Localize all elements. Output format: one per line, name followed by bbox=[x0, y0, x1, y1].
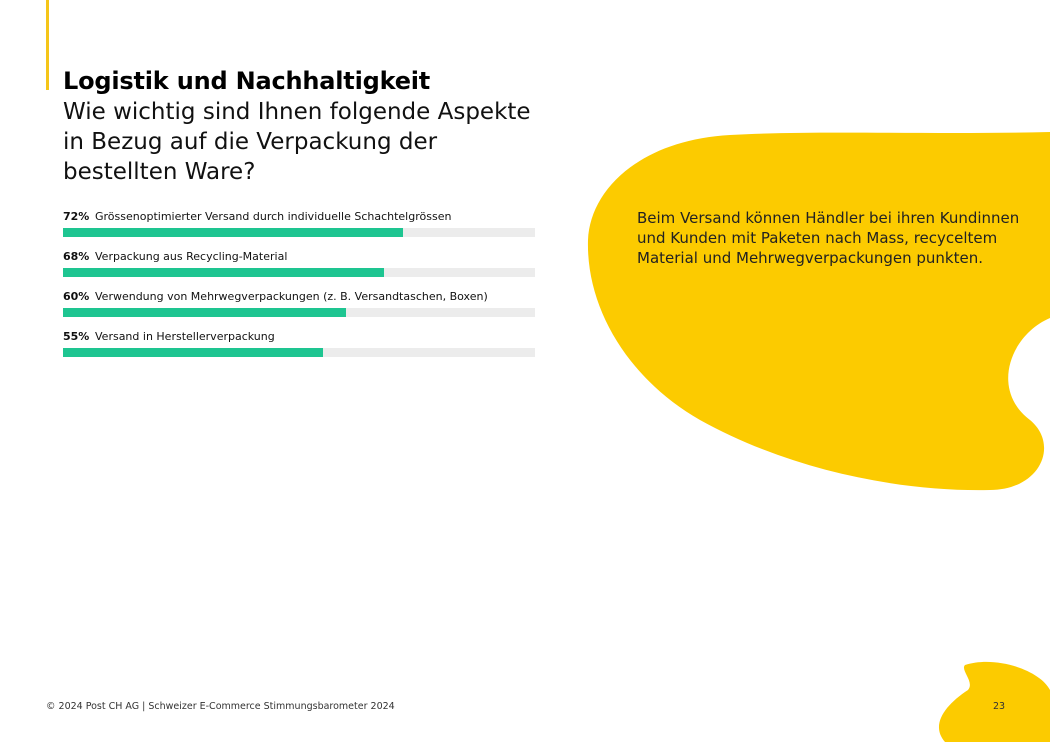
bar-track bbox=[63, 268, 535, 277]
yellow-blob-shape bbox=[587, 132, 1050, 491]
bar bbox=[63, 348, 323, 357]
data-label: 60% bbox=[63, 290, 90, 303]
data-label: 72% bbox=[63, 210, 90, 223]
bar-row: 72% Grössenoptimierter Versand durch indi… bbox=[63, 210, 535, 250]
bar bbox=[63, 268, 384, 277]
bar-row: 68% Verpackung aus Recycling-Material bbox=[63, 250, 535, 290]
category-label: Versand in Herstellerverpackung bbox=[95, 330, 275, 343]
bar-track bbox=[63, 228, 535, 237]
footer-copyright: © 2024 Post CH AG | Schweizer E-Commerce… bbox=[46, 701, 395, 712]
category-label: Verpackung aus Recycling-Material bbox=[95, 250, 288, 263]
page-title: Logistik und Nachhaltigkeit bbox=[63, 67, 431, 95]
data-label: 55% bbox=[63, 330, 90, 343]
bar bbox=[63, 228, 403, 237]
bar-track bbox=[63, 308, 535, 317]
data-label: 68% bbox=[63, 250, 90, 263]
bar-track bbox=[63, 348, 535, 357]
bar-label: 68% Verpackung aus Recycling-Material bbox=[63, 250, 287, 263]
bar-chart: 72% Grössenoptimierter Versand durch indi… bbox=[63, 210, 535, 370]
page-number: 23 bbox=[993, 701, 1006, 712]
bar bbox=[63, 308, 347, 317]
accent-line bbox=[46, 0, 49, 90]
category-label: Grössenoptimierter Versand durch individ… bbox=[95, 210, 452, 223]
category-label: Verwendung von Mehrwegverpackungen (z. B… bbox=[95, 290, 488, 303]
bar-row: 55% Versand in Herstellerverpackung bbox=[63, 330, 535, 370]
bar-label: 55% Versand in Herstellerverpackung bbox=[63, 330, 275, 343]
callout-text: Beim Versand können Händler bei ihren Ku… bbox=[637, 209, 1020, 267]
bar-label: 72% Grössenoptimierter Versand durch indi… bbox=[63, 210, 451, 223]
survey-question: Wie wichtig sind Ihnen folgende Aspekte … bbox=[63, 99, 531, 185]
bar-row: 60% Verwendung von Mehrwegverpackungen (z… bbox=[63, 290, 535, 330]
yellow-corner-blob-shape bbox=[938, 661, 1050, 742]
bar-label: 60% Verwendung von Mehrwegverpackungen (z… bbox=[63, 290, 488, 303]
